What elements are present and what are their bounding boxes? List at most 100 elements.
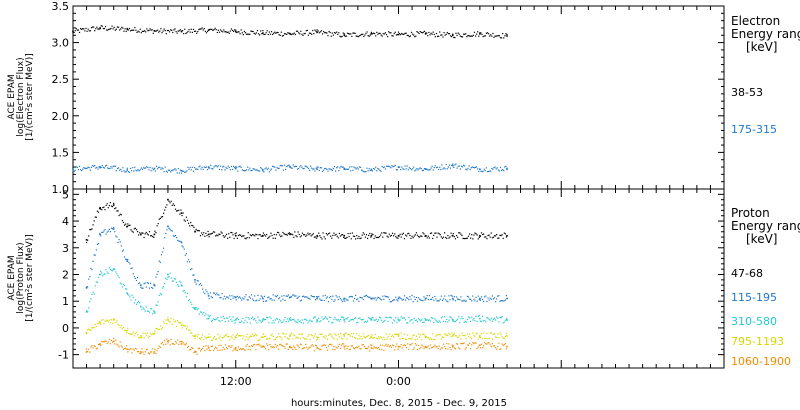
scatter-dot bbox=[268, 322, 270, 324]
scatter-dot bbox=[363, 35, 365, 38]
scatter-dot bbox=[315, 345, 318, 347]
data-point bbox=[289, 319, 291, 321]
scatter-dot bbox=[250, 170, 252, 172]
scatter-dot bbox=[141, 348, 143, 350]
scatter-dot bbox=[157, 270, 159, 273]
scatter-dot bbox=[140, 234, 142, 236]
scatter-dot bbox=[114, 208, 116, 210]
scatter-dot bbox=[304, 32, 306, 35]
scatter-dot bbox=[111, 167, 113, 169]
scatter-dot bbox=[377, 33, 379, 35]
scatter-dot bbox=[119, 29, 121, 31]
scatter-dot bbox=[165, 170, 167, 172]
scatter-dot bbox=[186, 292, 189, 294]
scatter-dot bbox=[464, 33, 466, 35]
scatter-dot bbox=[317, 347, 319, 349]
scatter-dot bbox=[469, 168, 471, 171]
scatter-dot bbox=[394, 333, 396, 335]
scatter-dot bbox=[432, 31, 434, 33]
scatter-dot bbox=[388, 165, 390, 167]
scatter-dot bbox=[101, 231, 103, 233]
scatter-dot bbox=[152, 348, 154, 350]
scatter-dot bbox=[417, 297, 420, 299]
scatter-dot bbox=[458, 232, 460, 234]
scatter-dot bbox=[206, 348, 208, 350]
scatter-dot bbox=[230, 28, 233, 30]
scatter-dot bbox=[445, 321, 447, 323]
scatter-dot bbox=[193, 307, 195, 309]
scatter-dot bbox=[132, 348, 134, 350]
scatter-dot bbox=[317, 236, 319, 238]
scatter-dot bbox=[448, 319, 450, 321]
scatter-dot bbox=[90, 298, 92, 300]
scatter-dot bbox=[190, 28, 192, 30]
scatter-dot bbox=[414, 320, 416, 322]
scatter-dot bbox=[463, 342, 465, 344]
scatter-dot bbox=[134, 26, 136, 29]
scatter-dot bbox=[383, 166, 385, 168]
scatter-dot bbox=[430, 167, 432, 169]
scatter-dot bbox=[292, 33, 294, 35]
scatter-dot bbox=[221, 232, 223, 234]
scatter-dot bbox=[289, 165, 291, 167]
scatter-dot bbox=[374, 168, 376, 170]
data-point bbox=[343, 234, 346, 237]
scatter-dot bbox=[227, 165, 229, 167]
scatter-dot bbox=[118, 346, 120, 348]
scatter-dot bbox=[310, 295, 312, 297]
scatter-dot bbox=[358, 235, 360, 238]
scatter-dot bbox=[414, 234, 416, 236]
scatter-dot bbox=[84, 30, 86, 32]
scatter-dot bbox=[110, 227, 113, 229]
scatter-dot bbox=[227, 237, 229, 239]
scatter-dot bbox=[368, 234, 370, 237]
scatter-dot bbox=[313, 32, 315, 35]
scatter-dot bbox=[91, 228, 93, 230]
scatter-dot bbox=[287, 338, 289, 340]
scatter-dot bbox=[244, 319, 246, 321]
scatter-dot bbox=[370, 297, 372, 299]
scatter-dot bbox=[90, 346, 92, 348]
scatter-dot bbox=[299, 33, 301, 35]
scatter-dot bbox=[361, 319, 363, 321]
scatter-dot bbox=[167, 342, 169, 344]
scatter-dot bbox=[89, 276, 91, 278]
scatter-dot bbox=[78, 31, 81, 34]
scatter-dot bbox=[340, 316, 343, 318]
scatter-dot bbox=[133, 335, 135, 337]
scatter-dot bbox=[330, 317, 332, 319]
scatter-dot bbox=[260, 346, 262, 348]
scatter-dot bbox=[189, 31, 191, 33]
scatter-dot bbox=[199, 235, 202, 237]
scatter-dot bbox=[433, 321, 435, 324]
scatter-dot bbox=[198, 29, 200, 31]
scatter-dot bbox=[463, 299, 465, 301]
scatter-dot bbox=[203, 27, 205, 30]
scatter-dot bbox=[138, 170, 140, 172]
scatter-dot bbox=[301, 166, 303, 168]
scatter-dot bbox=[326, 32, 328, 34]
scatter-dot bbox=[280, 343, 282, 345]
scatter-dot bbox=[491, 295, 493, 297]
scatter-dot bbox=[453, 166, 455, 169]
scatter-dot bbox=[455, 343, 458, 345]
scatter-dot bbox=[279, 34, 281, 37]
scatter-dot bbox=[293, 334, 295, 336]
scatter-dot bbox=[503, 344, 505, 346]
scatter-dot bbox=[237, 297, 240, 299]
scatter-dot bbox=[367, 34, 369, 37]
scatter-dot bbox=[127, 223, 129, 225]
scatter-dot bbox=[249, 167, 251, 169]
data-point bbox=[451, 164, 454, 167]
scatter-dot bbox=[120, 325, 122, 327]
scatter-dot bbox=[345, 318, 347, 320]
scatter-dot bbox=[149, 282, 152, 284]
scatter-dot bbox=[293, 236, 295, 238]
scatter-dot bbox=[191, 332, 193, 334]
scatter-dot bbox=[384, 232, 386, 234]
scatter-dot bbox=[98, 274, 101, 276]
scatter-dot bbox=[297, 337, 299, 339]
scatter-dot bbox=[420, 346, 422, 349]
data-point bbox=[370, 319, 373, 321]
scatter-dot bbox=[487, 170, 490, 173]
